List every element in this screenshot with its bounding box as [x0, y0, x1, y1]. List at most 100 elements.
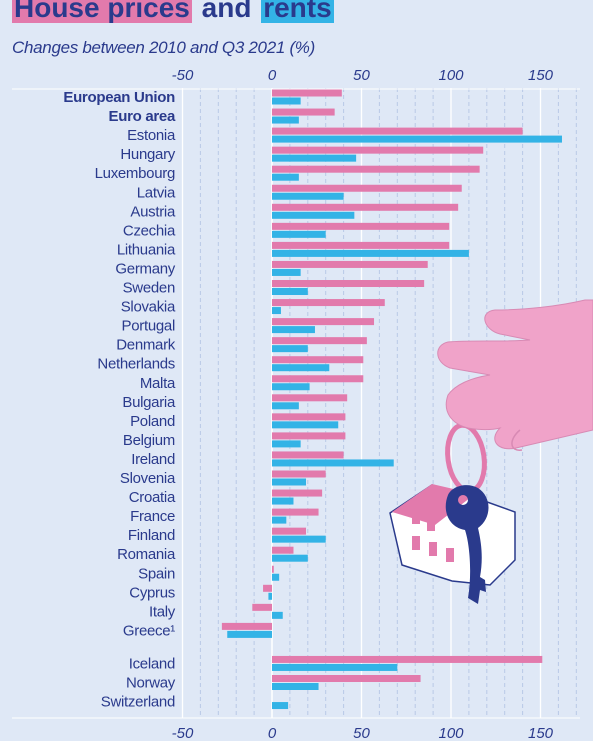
rent-bar: [272, 307, 281, 315]
hand-icon: [437, 299, 593, 450]
house-price-bar: [272, 432, 346, 440]
country-label: Greece¹: [123, 622, 175, 639]
country-label: Austria: [130, 203, 176, 220]
rent-bar: [272, 421, 339, 429]
country-label: Belgium: [123, 432, 175, 449]
rent-bar: [272, 440, 301, 448]
country-label: Luxembourg: [95, 165, 175, 182]
rent-bar: [272, 268, 301, 276]
country-label: Croatia: [129, 489, 176, 506]
country-label: Finland: [128, 527, 175, 544]
rent-bar: [272, 554, 308, 562]
rent-bar: [272, 192, 344, 200]
rent-bar: [272, 135, 562, 143]
x-tick-label: 50: [353, 67, 370, 84]
house-price-bar: [272, 299, 385, 307]
x-tick-label: 50: [353, 725, 370, 741]
x-tick-label: -50: [172, 725, 194, 741]
house-price-bar: [272, 241, 450, 249]
country-label: Hungary: [120, 146, 175, 163]
house-window-icon: [412, 536, 420, 550]
country-labels: European Union Euro area Estonia Hungary Lux…: [63, 89, 176, 711]
country-label: Netherlands: [97, 356, 175, 373]
house-price-bar: [272, 203, 459, 211]
house-price-bar: [272, 280, 425, 287]
chart-title: House prices and rents: [12, 0, 334, 32]
country-label: Lithuania: [117, 241, 176, 258]
rent-bar: [227, 630, 272, 638]
x-tick-label: 0: [268, 67, 277, 84]
house-price-bar: [272, 470, 326, 478]
house-price-bar: [272, 565, 274, 573]
country-label: Malta: [140, 375, 176, 392]
rent-bar: [272, 702, 289, 710]
house-price-bar: [272, 451, 344, 459]
country-label: Italy: [149, 603, 176, 620]
house-price-bar: [272, 413, 346, 421]
key-ring-icon: [445, 422, 487, 494]
country-label: Poland: [130, 413, 175, 430]
house-price-bar: [272, 675, 421, 682]
rent-bar: [272, 459, 394, 467]
rent-bar: [272, 211, 355, 219]
country-label: Slovakia: [121, 299, 176, 316]
country-label: Switzerland: [101, 694, 175, 711]
country-label: Iceland: [129, 655, 175, 672]
chart-subtitle: Changes between 2010 and Q3 2021 (%): [12, 38, 315, 57]
country-label: Cyprus: [129, 584, 175, 601]
rent-bar: [272, 230, 326, 238]
rent-bar: [272, 611, 283, 619]
rent-bar: [272, 497, 294, 505]
house-price-bar: [272, 375, 364, 383]
house-price-bar: [263, 584, 272, 592]
x-tick-label: 100: [438, 725, 464, 741]
rent-bar: [272, 663, 398, 671]
house-price-bar: [272, 222, 450, 230]
x-tick-label: 150: [528, 725, 554, 741]
key-icon: [445, 485, 489, 604]
house-price-bar: [272, 337, 367, 345]
country-label: Euro area: [109, 108, 176, 125]
rent-bar: [272, 383, 310, 391]
country-label: Germany: [115, 260, 175, 277]
rent-bar: [272, 326, 315, 334]
x-tick-label: 150: [528, 67, 554, 84]
country-label: Czechia: [123, 222, 176, 239]
house-price-bar: [272, 184, 462, 192]
rent-bar: [272, 249, 469, 257]
rent-bar: [272, 516, 287, 524]
house-price-bar: [272, 165, 480, 173]
rent-bar: [272, 345, 308, 353]
country-label: Portugal: [122, 318, 175, 335]
house-price-bar: [272, 260, 428, 268]
house-price-bar: [272, 655, 543, 663]
house-price-bar: [272, 356, 364, 364]
rent-bar: [272, 97, 301, 105]
country-label: Sweden: [123, 280, 175, 297]
x-axis-bottom: -50 0 50 100 150: [172, 725, 554, 741]
rent-bar: [272, 683, 319, 690]
house-price-bar: [272, 508, 319, 516]
house-window-icon: [446, 548, 454, 562]
title-house-prices: House prices: [12, 0, 192, 23]
country-label: Estonia: [127, 127, 176, 144]
title-and: and: [201, 0, 252, 23]
rent-bar: [272, 116, 299, 124]
house-price-bar: [252, 603, 272, 611]
country-label: Spain: [138, 565, 175, 582]
rent-bar: [272, 478, 307, 486]
house-price-bar: [272, 89, 342, 97]
rent-bar: [268, 592, 272, 600]
house-price-bar: [221, 622, 272, 630]
rent-bar: [272, 535, 326, 543]
country-label: Denmark: [116, 337, 176, 354]
x-axis-top: -50 0 50 100 150: [172, 67, 554, 84]
country-label: Romania: [117, 546, 176, 563]
rent-bar: [272, 402, 299, 410]
rent-bar: [272, 364, 330, 372]
country-label: Norway: [126, 675, 176, 692]
house-price-bar: [272, 546, 294, 554]
house-price-bar: [272, 108, 335, 116]
title-rents: rents: [261, 0, 334, 23]
